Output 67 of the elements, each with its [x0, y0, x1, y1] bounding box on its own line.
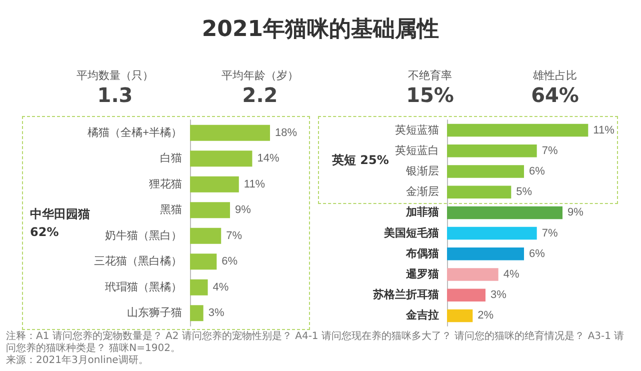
text: 2.2	[241, 83, 279, 107]
data-label: 6%	[529, 166, 546, 178]
bar	[190, 254, 217, 270]
data-label: 4%	[503, 268, 520, 280]
text: 64%	[530, 83, 580, 107]
bar	[447, 288, 486, 302]
text: 2021年猫咪的基础属性	[200, 16, 440, 44]
y-tick-label: 金渐层	[406, 186, 439, 198]
text: 注释：A1 请问您养的宠物数量是？ A2 请问您养的宠物性别是？ A4-1 请问您现在养的猫咪多大了？ 请问您的猫咪的绝育情况是？ A3-1 请问您养的猫咪种类是？ 猫咪N=1902。	[6, 331, 626, 354]
y-tick-label: 金吉拉	[405, 308, 439, 322]
y-tick-label: 狸花猫	[149, 177, 182, 190]
y-tick-label: 布偶猫	[405, 246, 439, 260]
bar	[447, 309, 473, 322]
data-label: 6%	[222, 256, 238, 268]
text: 雄性占比	[532, 68, 578, 83]
text: 英短 25%	[331, 153, 389, 167]
bar	[190, 305, 204, 322]
bar	[190, 150, 252, 167]
data-label: 9%	[568, 206, 584, 219]
bar	[190, 228, 222, 244]
bar	[190, 124, 270, 141]
bar	[190, 279, 208, 296]
y-tick-label: 英短蓝猫	[395, 123, 439, 136]
data-label: 5%	[516, 186, 532, 198]
data-label: 2%	[478, 310, 494, 322]
y-tick-label: 黑猫	[160, 204, 182, 216]
data-label: 6%	[529, 248, 546, 260]
y-tick-label: 英短蓝白	[395, 144, 439, 157]
data-label: 9%	[235, 204, 252, 216]
text: 1.3	[96, 83, 134, 107]
text: 平均年龄（岁）	[220, 68, 300, 83]
bar	[447, 226, 537, 240]
bar	[447, 206, 562, 220]
text: 15%	[405, 83, 455, 107]
data-label: 7%	[226, 230, 242, 242]
bar	[447, 124, 588, 137]
y-tick-label: 山东狮子猫	[127, 306, 182, 320]
bar	[447, 186, 512, 198]
bar	[190, 202, 230, 218]
bar	[447, 165, 524, 178]
text: 中华田园猫 62%	[30, 207, 94, 239]
y-tick-label: 橘猫（全橘+半橘）	[88, 126, 182, 139]
bar	[447, 144, 537, 158]
data-label: 14%	[257, 152, 280, 165]
data-label: 7%	[542, 144, 558, 157]
y-tick-label: 美国短毛猫	[383, 226, 439, 240]
y-tick-label: 白猫	[160, 152, 182, 165]
text: 平均数量（只）	[76, 68, 154, 83]
y-tick-label: 玳瑁猫（黑橘）	[105, 281, 182, 294]
data-label: 4%	[212, 281, 229, 294]
y-tick-label: 暹罗猫	[405, 268, 439, 280]
bar	[447, 268, 498, 281]
data-label: 11%	[593, 124, 615, 136]
y-tick-label: 奶牛猫（黑白）	[105, 228, 182, 242]
y-tick-label: 加菲猫	[405, 206, 439, 219]
y-tick-label: 三花猫（黑白橘）	[94, 254, 182, 268]
source-note: 来源：2021年3月online调研。	[6, 355, 150, 367]
data-label: 3%	[490, 289, 507, 302]
data-label: 3%	[208, 307, 224, 320]
data-label: 11%	[244, 178, 266, 190]
data-label: 7%	[542, 227, 558, 240]
y-tick-label: 银渐层	[405, 166, 439, 178]
bar	[190, 176, 239, 192]
text: 不绝育率	[407, 68, 453, 83]
bar	[447, 248, 524, 260]
y-tick-label: 苏格兰折耳猫	[372, 288, 439, 302]
data-label: 18%	[275, 126, 298, 139]
